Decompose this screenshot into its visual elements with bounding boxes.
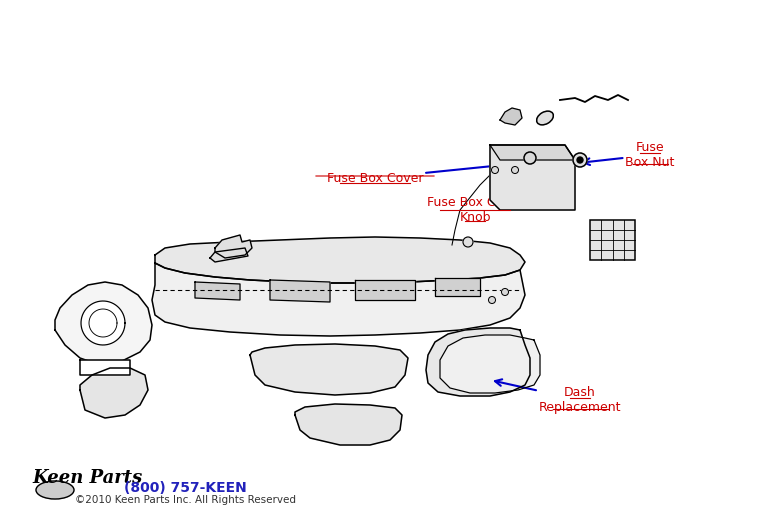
Circle shape <box>573 153 587 167</box>
Circle shape <box>488 296 496 304</box>
Polygon shape <box>426 328 530 396</box>
Polygon shape <box>215 235 252 258</box>
Polygon shape <box>270 280 330 302</box>
Text: ©2010 Keen Parts Inc. All Rights Reserved: ©2010 Keen Parts Inc. All Rights Reserve… <box>75 495 296 505</box>
Text: Fuse Box Cover
Knob: Fuse Box Cover Knob <box>427 173 526 224</box>
Circle shape <box>501 289 508 295</box>
Circle shape <box>524 152 536 164</box>
Polygon shape <box>355 280 415 300</box>
Circle shape <box>463 237 473 247</box>
FancyBboxPatch shape <box>590 220 635 260</box>
Polygon shape <box>55 282 152 365</box>
Polygon shape <box>490 145 575 160</box>
Polygon shape <box>210 248 248 262</box>
Polygon shape <box>295 404 402 445</box>
Polygon shape <box>195 282 240 300</box>
Polygon shape <box>81 301 125 345</box>
Text: (800) 757-KEEN: (800) 757-KEEN <box>124 481 246 495</box>
Text: Keen Parts: Keen Parts <box>33 469 143 487</box>
Polygon shape <box>440 335 540 393</box>
Circle shape <box>491 166 498 174</box>
Polygon shape <box>250 344 408 395</box>
Polygon shape <box>80 360 130 375</box>
Polygon shape <box>152 263 525 336</box>
Polygon shape <box>155 237 525 283</box>
Polygon shape <box>490 145 575 210</box>
Polygon shape <box>80 368 148 418</box>
Text: Fuse
Box Nut: Fuse Box Nut <box>583 141 675 169</box>
Polygon shape <box>500 108 522 125</box>
Ellipse shape <box>537 111 554 125</box>
Ellipse shape <box>36 481 74 499</box>
Text: Dash
Replacement: Dash Replacement <box>495 379 621 414</box>
Text: Fuse Box Cover: Fuse Box Cover <box>326 163 498 184</box>
Circle shape <box>577 157 583 163</box>
Circle shape <box>511 166 518 174</box>
Polygon shape <box>435 278 480 296</box>
